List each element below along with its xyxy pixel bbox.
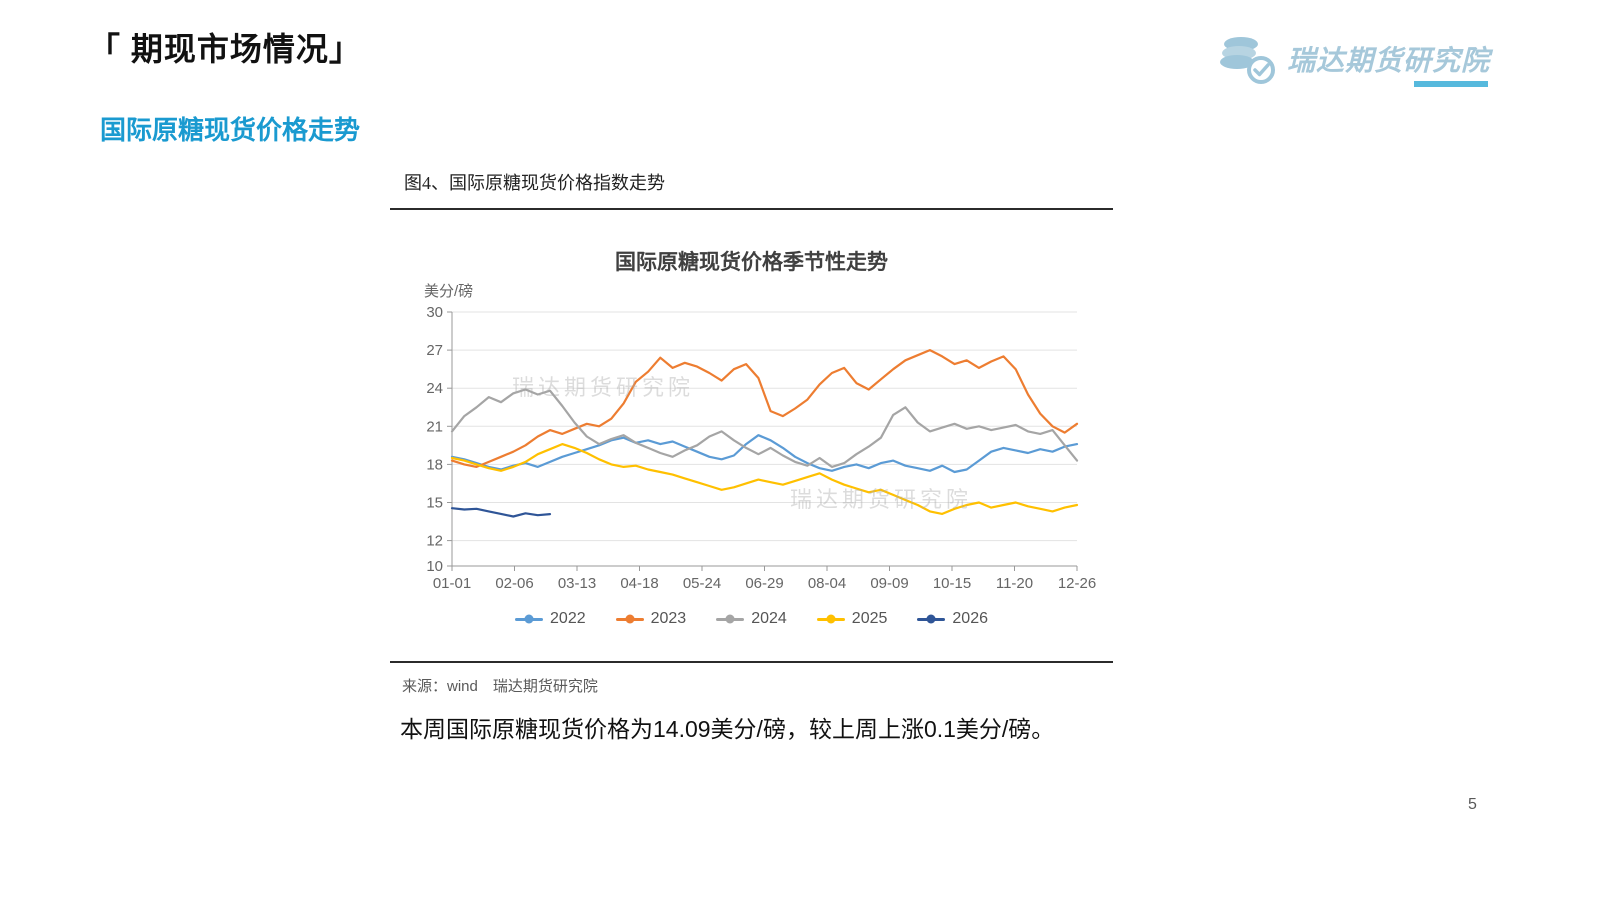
brand-text-wrap: 瑞达期货研究院 xyxy=(1287,39,1490,87)
page-title: 「 期现市场情况」 xyxy=(88,31,362,67)
brand-underline xyxy=(1414,80,1488,87)
x-tick-label: 10-15 xyxy=(933,575,971,592)
y-axis-unit-label: 美分/磅 xyxy=(424,283,474,300)
x-tick-label: 05-24 xyxy=(683,575,721,592)
y-tick-label: 10 xyxy=(426,558,443,575)
y-tick-label: 15 xyxy=(426,495,443,512)
x-tick-label: 01-01 xyxy=(433,575,471,592)
brand-name: 瑞达期货研究院 xyxy=(1286,44,1490,76)
legend-label: 2025 xyxy=(851,610,888,627)
section-title: 国际原糖现货价格走势 xyxy=(100,115,361,145)
figure-bottom-rule xyxy=(390,661,1113,663)
series-line-2023 xyxy=(450,348,1079,468)
legend-marker-icon xyxy=(615,614,644,624)
x-tick-label: 03-13 xyxy=(558,575,596,592)
x-tick-label: 09-09 xyxy=(870,575,908,592)
legend-item-2023: 2023 xyxy=(615,610,687,628)
y-tick-label: 30 xyxy=(426,304,443,321)
figure-top-rule xyxy=(390,208,1113,210)
chart-title: 国际原糖现货价格季节性走势 xyxy=(615,251,888,274)
coins-check-icon xyxy=(1219,34,1277,91)
legend-label: 2024 xyxy=(751,610,787,627)
legend-item-2025: 2025 xyxy=(816,610,888,628)
y-tick-label: 21 xyxy=(426,418,443,435)
x-tick-label: 12-26 xyxy=(1058,575,1096,592)
x-tick-label: 11-20 xyxy=(996,575,1033,592)
figure-caption: 图4、国际原糖现货价格指数走势 xyxy=(404,173,665,193)
figure-block: 图4、国际原糖现货价格指数走势 国际原糖现货价格季节性走势 美分/磅 30 27 2… xyxy=(390,163,1115,708)
legend-label: 2026 xyxy=(952,610,988,627)
legend-marker-icon xyxy=(816,614,845,624)
y-tick-label: 18 xyxy=(426,456,443,473)
summary-text: 本周国际原糖现货价格为14.09美分/磅，较上周上涨0.1美分/磅。 xyxy=(400,716,1055,742)
legend-item-2022: 2022 xyxy=(515,610,586,628)
x-tick-label: 06-29 xyxy=(745,575,783,592)
legend-marker-icon xyxy=(515,614,544,624)
series-line-2026 xyxy=(450,507,552,518)
legend-label: 2023 xyxy=(650,610,687,627)
source-text: 来源：wind 瑞达期货研究院 xyxy=(402,678,598,695)
legend-item-2026: 2026 xyxy=(917,610,988,628)
y-tick-label: 24 xyxy=(426,380,443,397)
series-line-2025 xyxy=(450,443,1079,515)
chart-area: 国际原糖现货价格季节性走势 美分/磅 30 27 24 21 18 15 12 10 01-01… xyxy=(390,210,1113,660)
x-tick-label: 08-04 xyxy=(808,575,846,592)
legend-marker-icon xyxy=(716,614,745,624)
legend-label: 2022 xyxy=(550,610,586,627)
legend-item-2024: 2024 xyxy=(716,610,787,628)
brand-logo: 瑞达期货研究院 xyxy=(1219,34,1490,91)
x-tick-label: 02-06 xyxy=(495,575,533,592)
legend-marker-icon xyxy=(917,614,946,624)
y-tick-label: 12 xyxy=(426,533,443,550)
x-tick-label: 04-18 xyxy=(620,575,658,592)
page-number: 5 xyxy=(1468,796,1477,813)
y-tick-label: 27 xyxy=(426,342,443,359)
series-line-2024 xyxy=(450,388,1079,468)
series-line-2022 xyxy=(450,434,1079,474)
chart-legend: 2022 2023 2024 2025 2026 xyxy=(390,610,1113,628)
